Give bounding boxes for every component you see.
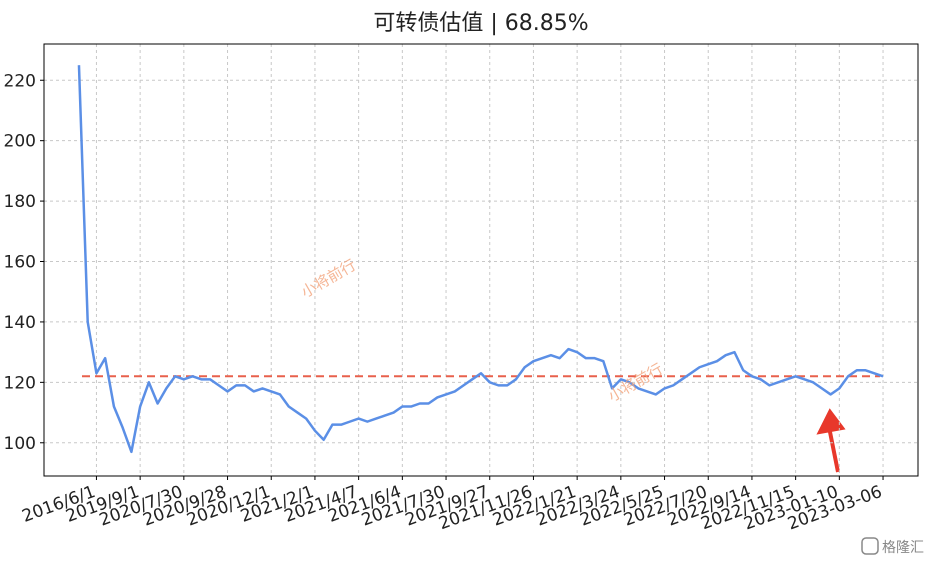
chart-title: 可转债估值 | 68.85% bbox=[373, 11, 588, 36]
y-tick-label: 120 bbox=[4, 373, 36, 393]
y-tick-label: 100 bbox=[4, 434, 36, 454]
arrow-annotation bbox=[816, 408, 846, 473]
y-tick-label: 220 bbox=[4, 71, 36, 91]
series-line bbox=[77, 65, 884, 454]
y-tick-label: 180 bbox=[4, 192, 36, 212]
y-tick-label: 200 bbox=[4, 132, 36, 152]
plot-frame bbox=[43, 43, 919, 477]
watermark: 小将前行 bbox=[298, 256, 359, 302]
logo-icon bbox=[861, 537, 879, 555]
logo: 格隆汇 bbox=[882, 540, 924, 556]
y-tick-label: 160 bbox=[4, 253, 36, 273]
y-tick-label: 140 bbox=[4, 313, 36, 333]
